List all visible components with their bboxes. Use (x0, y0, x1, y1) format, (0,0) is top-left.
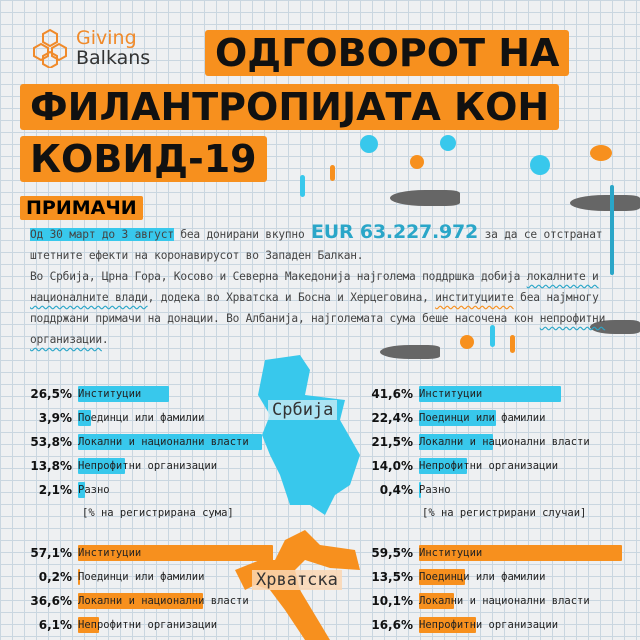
bar-category-label: Институции (419, 388, 483, 400)
bar-row: 21,5% Локални и национални власти (343, 433, 590, 451)
highlight-institutions: институциите (435, 291, 514, 304)
bar-row: 14,0% Непрофитни организации (343, 457, 558, 475)
bar (419, 410, 496, 426)
bar-value-label: 41,6% (371, 387, 413, 401)
bar-value-label: 14,0% (371, 459, 413, 473)
bar-category-label: Непрофитни организации (419, 460, 559, 472)
intro-text-part: . (101, 333, 109, 346)
bar-row: 13,5% Поединци или фамилии (343, 568, 545, 586)
logo: Giving Balkans (30, 28, 150, 68)
bar-row: 10,1% Локални и национални власти (343, 592, 590, 610)
bar-row: 13,8% Непрофитни организации (2, 457, 217, 475)
intro-text-part: , додека во Хрватска и Босна и Херцегови… (147, 291, 436, 304)
bar-value-label: 21,5% (371, 435, 413, 449)
bar-category-label: Локални и национални власти (419, 436, 590, 448)
bar-value-label: 10,1% (371, 594, 413, 608)
bar (78, 593, 204, 609)
bar-category-label: Разно (419, 484, 451, 496)
bar-row: 26,5% Институции (2, 385, 169, 403)
bar-row: 0,2% Поединци или фамилии (2, 568, 204, 586)
bar (78, 545, 274, 561)
bar-row: 59,5% Институции (343, 544, 623, 562)
bar-row: 0,4% Разно (343, 481, 451, 499)
bar-value-label: 6,1% (38, 618, 72, 632)
bar-category-label: Локални и национални власти (78, 436, 249, 448)
serbia-sum-note: [% на регистрирана сума] (82, 507, 234, 519)
bar-value-label: 36,6% (30, 594, 72, 608)
bar (419, 617, 476, 633)
bar (78, 569, 80, 585)
bar-category-label: Локални и национални власти (78, 595, 249, 607)
intro-text-part: беа најмногу поддржани примачи на донаци… (30, 291, 599, 325)
serbia-map (258, 355, 360, 515)
title-line3: КОВИД-19 (20, 136, 267, 182)
highlight-governments: локалните и националните влади (30, 270, 599, 304)
bar-category-label: Институции (78, 547, 142, 559)
bar-row: 16,6% Непрофитни организации (343, 616, 558, 634)
bar (78, 410, 92, 426)
bar (78, 434, 262, 450)
serbia-label: Србија (268, 400, 338, 420)
bar-category-label: Непрофитни организации (419, 619, 559, 631)
bar (419, 545, 623, 561)
bar-category-label: Поединци или фамилии (419, 571, 546, 583)
intro-text-part: за да се отстранат штетните ефекти на ко… (30, 228, 603, 262)
title-line1: ОДГОВОРОТ НА (205, 30, 570, 76)
bar-value-label: 0,4% (379, 483, 413, 497)
croatia-label: Хрватска (252, 570, 342, 590)
bar-row: 6,1% Непрофитни организации (2, 616, 217, 634)
intro-text-part: беа донирани вкупно (173, 228, 312, 241)
bar-row: 53,8% Локални и национални власти (2, 433, 262, 451)
bar-category-label: Непрофитни организации (78, 619, 218, 631)
bar-category-label: Поединци или фамилии (78, 412, 205, 424)
bar-category-label: Поединци или фамилии (78, 571, 205, 583)
section-heading: ПРИМАЧИ (20, 196, 143, 220)
bar (419, 434, 493, 450)
bar-value-label: 26,5% (30, 387, 72, 401)
bar (419, 569, 466, 585)
bar-value-label: 13,5% (371, 570, 413, 584)
bar-category-label: Непрофитни организации (78, 460, 218, 472)
intro-text: Од 30 март до 3 август беа донирани вкуп… (30, 222, 610, 350)
bar-value-label: 59,5% (371, 546, 413, 560)
bar-row: 57,1% Институции (2, 544, 274, 562)
bar (419, 482, 421, 498)
bar-value-label: 53,8% (30, 435, 72, 449)
decorative-coins-illustration (290, 125, 640, 375)
bar (419, 386, 562, 402)
bar-value-label: 3,9% (38, 411, 72, 425)
bar-value-label: 2,1% (38, 483, 72, 497)
bar-value-label: 13,8% (30, 459, 72, 473)
title-line2: ФИЛАНТРОПИЈАТА КОН (20, 84, 560, 130)
bar-value-label: 16,6% (371, 618, 413, 632)
bar-category-label: Поединци или фамилии (419, 412, 546, 424)
serbia-cases-note: [% на регистрирани случаи] (422, 507, 587, 519)
bar-category-label: Разно (78, 484, 110, 496)
bar-row: 3,9% Поединци или фамилии (2, 409, 204, 427)
bar-category-label: Институции (78, 388, 142, 400)
bar-row: 36,6% Локални и национални власти (2, 592, 249, 610)
bar (78, 386, 169, 402)
bar (78, 482, 86, 498)
logo-line1: Giving (76, 27, 137, 49)
bar-row: 2,1% Разно (2, 481, 110, 499)
bar (78, 617, 99, 633)
bar-row: 22,4% Поединци или фамилии (343, 409, 545, 427)
bar (78, 458, 126, 474)
total-amount: EUR 63.227.972 (311, 221, 479, 243)
bar-value-label: 0,2% (38, 570, 72, 584)
intro-text-part: Во Србија, Црна Гора, Косово и Северна М… (30, 270, 527, 283)
period-highlight: Од 30 март до 3 август (30, 228, 174, 241)
bar-category-label: Институции (419, 547, 483, 559)
highlight-nonprofits: непрофитни организации (30, 312, 606, 346)
logo-icon (33, 28, 67, 68)
bar (419, 593, 454, 609)
bar-value-label: 57,1% (30, 546, 72, 560)
bar-category-label: Локални и национални власти (419, 595, 590, 607)
bar-value-label: 22,4% (371, 411, 413, 425)
bar (419, 458, 467, 474)
bar-row: 41,6% Институции (343, 385, 562, 403)
logo-line2: Balkans (76, 47, 151, 69)
